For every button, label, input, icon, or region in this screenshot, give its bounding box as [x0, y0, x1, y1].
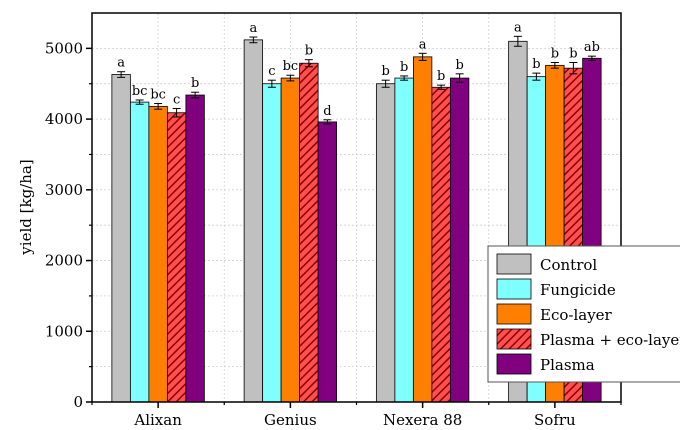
significance-letter: bc: [283, 59, 299, 74]
bar: [243, 39, 264, 403]
axes: 0 1000 2000 3000 4000 5000 Alixan Genius Nexera …: [45, 39, 622, 429]
legend: Control Fungicide Eco-layer Plasma + eco-la…: [487, 245, 680, 383]
bar: [111, 74, 131, 403]
significance-letter: b: [455, 58, 463, 73]
bar: [299, 62, 319, 403]
significance-letter: c: [268, 64, 275, 79]
legend-swatch: [496, 253, 532, 275]
bar: [431, 86, 451, 403]
significance-letter: bc: [132, 84, 148, 99]
significance-letter: a: [249, 21, 257, 36]
significance-letter: bc: [150, 88, 166, 103]
x-tick-label: Alixan: [133, 411, 182, 429]
significance-letter: a: [117, 56, 125, 71]
y-tick-label: 2000: [45, 252, 83, 270]
significance-letter: a: [514, 20, 522, 35]
bar: [394, 77, 414, 403]
significance-letter: b: [532, 57, 540, 72]
bar: [280, 77, 301, 403]
bar: [412, 56, 433, 403]
significance-letter: a: [419, 37, 427, 52]
significance-letter: b: [569, 47, 577, 62]
x-tick-label: Sofru: [534, 411, 576, 429]
y-tick-label: 1000: [45, 322, 83, 340]
legend-swatch: [496, 278, 532, 300]
significance-letter: ab: [584, 40, 600, 55]
bar: [449, 77, 470, 403]
legend-label: Plasma + eco-layer: [540, 331, 680, 349]
significance-letter: b: [551, 47, 559, 62]
bar: [262, 83, 282, 403]
legend-label: Plasma: [540, 356, 595, 374]
significance-letter: d: [323, 104, 331, 119]
significance-letter: c: [173, 92, 180, 107]
legend-label: Fungicide: [540, 281, 616, 299]
y-tick-label: 3000: [45, 181, 83, 199]
y-tick-label: 0: [73, 393, 83, 411]
x-tick-label: Nexera 88: [383, 411, 462, 429]
legend-label: Control: [540, 256, 597, 274]
legend-swatch: [496, 328, 532, 350]
significance-letter: b: [305, 44, 313, 59]
y-tick-label: 5000: [45, 39, 83, 57]
x-tick-label: Genius: [264, 411, 317, 429]
significance-letter: b: [437, 69, 445, 84]
significance-letter: b: [381, 64, 389, 79]
bar: [166, 112, 187, 403]
y-axis-title: yield [kg/ha]: [17, 159, 35, 255]
legend-swatch: [496, 353, 532, 375]
bar: [317, 121, 338, 403]
bar: [148, 105, 168, 403]
legend-label: Eco-layer: [540, 306, 613, 324]
significance-letter: b: [400, 60, 408, 75]
bar: [185, 94, 205, 403]
bar: [129, 101, 150, 403]
legend-swatch: [496, 303, 532, 325]
significance-letter: b: [191, 76, 199, 91]
y-tick-label: 4000: [45, 110, 83, 128]
bar: [375, 83, 396, 403]
